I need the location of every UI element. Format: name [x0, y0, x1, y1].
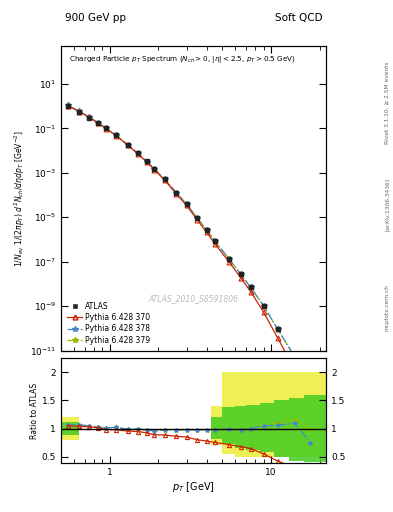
Y-axis label: $1/N_{ev}$ $1/(2\pi p_T)$ $d^2N_{ch}/d\eta dp_T$ $[\mathrm{GeV}^{-2}]$: $1/N_{ev}$ $1/(2\pi p_T)$ $d^2N_{ch}/d\e…: [13, 130, 27, 267]
Text: mcplots.cern.ch: mcplots.cern.ch: [385, 284, 389, 331]
X-axis label: $p_T$ [GeV]: $p_T$ [GeV]: [172, 480, 215, 494]
Text: Charged Particle $p_T$ Spectrum ($N_{ch} > 0$, $|\eta| < 2.5$, $p_T > 0.5$ GeV): Charged Particle $p_T$ Spectrum ($N_{ch}…: [69, 54, 296, 65]
Y-axis label: Ratio to ATLAS: Ratio to ATLAS: [30, 383, 39, 439]
Text: Rivet 3.1.10, ≥ 2.5M events: Rivet 3.1.10, ≥ 2.5M events: [385, 61, 389, 144]
Text: [arXiv:1306.3436]: [arXiv:1306.3436]: [385, 178, 389, 231]
Legend: ATLAS, Pythia 6.428 370, Pythia 6.428 378, Pythia 6.428 379: ATLAS, Pythia 6.428 370, Pythia 6.428 37…: [65, 300, 153, 347]
Text: 900 GeV pp: 900 GeV pp: [65, 13, 126, 23]
Text: Soft QCD: Soft QCD: [275, 13, 322, 23]
Text: ATLAS_2010_S8591806: ATLAS_2010_S8591806: [149, 294, 239, 304]
